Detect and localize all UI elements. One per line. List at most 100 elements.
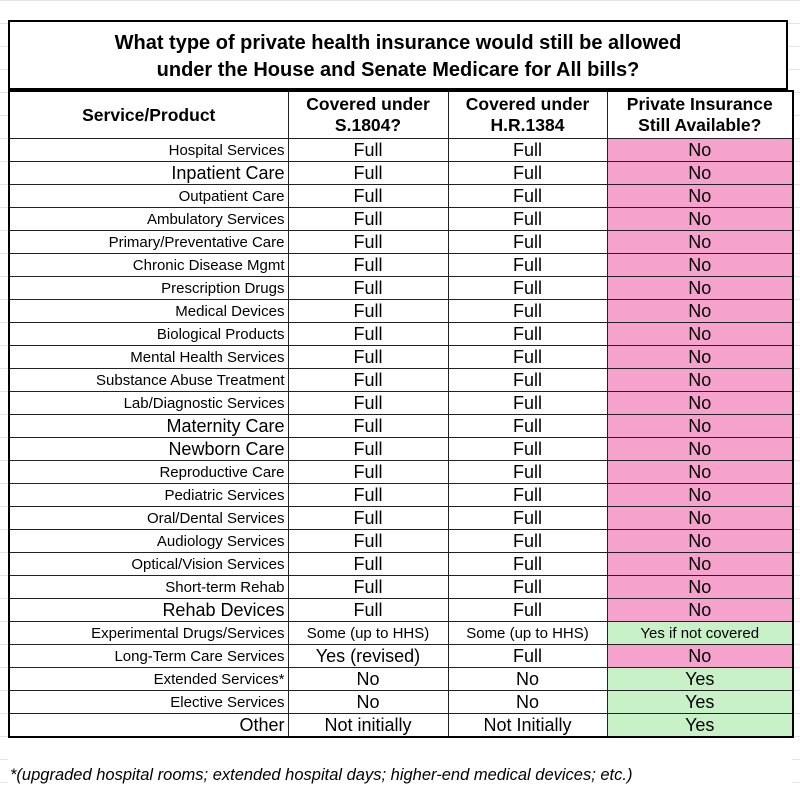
table-cell: Full: [447, 460, 608, 484]
table-cell: Full: [447, 391, 608, 415]
table-cell: Full: [447, 138, 608, 162]
table-row: Other Not initially Not Initially Yes: [8, 713, 794, 738]
table-cell: Full: [287, 230, 449, 254]
table-cell: Full: [287, 138, 449, 162]
table-cell: Full: [287, 575, 449, 599]
table-cell: Full: [447, 414, 608, 438]
table-cell: No: [606, 483, 794, 507]
table-cell: Full: [447, 529, 608, 553]
table-cell: Full: [447, 598, 608, 622]
table-cell: Yes: [606, 713, 794, 738]
table-cell: Full: [287, 391, 449, 415]
table-cell: No: [287, 690, 449, 714]
table-row: Elective Services No No Yes: [8, 690, 794, 714]
header-line: Still Available?: [638, 115, 762, 135]
title-line: under the House and Senate Medicare for …: [156, 59, 640, 81]
table-cell: Not Initially: [447, 713, 608, 738]
table-cell: Yes: [606, 690, 794, 714]
table-cell: No: [606, 253, 794, 277]
table-cell: Other: [8, 713, 289, 738]
table-cell: Full: [287, 437, 449, 461]
table-cell: Full: [287, 598, 449, 622]
table-cell: No: [606, 138, 794, 162]
table-cell: Lab/Diagnostic Services: [8, 391, 289, 415]
table-cell: No: [606, 598, 794, 622]
table-cell: No: [606, 460, 794, 484]
table-cell: Full: [287, 506, 449, 530]
header-cell: Covered under H.R.1384: [447, 90, 608, 139]
table-cell: Chronic Disease Mgmt: [8, 253, 289, 277]
table-cell: Biological Products: [8, 322, 289, 346]
table-cell: No: [606, 644, 794, 668]
footnote: *(upgraded hospital rooms; extended hosp…: [8, 758, 792, 792]
table-row: Lab/Diagnostic Services Full Full No: [8, 391, 794, 415]
table-cell: Newborn Care: [8, 437, 289, 461]
table-cell: Rehab Devices: [8, 598, 289, 622]
table-cell: No: [606, 276, 794, 300]
table-cell: Medical Devices: [8, 299, 289, 323]
table-cell: Short-term Rehab: [8, 575, 289, 599]
table-cell: No: [606, 368, 794, 392]
table-cell: Prescription Drugs: [8, 276, 289, 300]
table-cell: Full: [447, 644, 608, 668]
title-line: What type of private health insurance wo…: [114, 32, 682, 54]
table-cell: No: [606, 322, 794, 346]
table-cell: Full: [287, 184, 449, 208]
table-row: Rehab Devices Full Full No: [8, 598, 794, 622]
table-cell: Full: [287, 253, 449, 277]
table-cell: Full: [447, 253, 608, 277]
table-row: Oral/Dental Services Full Full No: [8, 506, 794, 530]
header-cell: Covered under S.1804?: [287, 90, 449, 139]
table-row: Chronic Disease Mgmt Full Full No: [8, 253, 794, 277]
header-row: Service/Product Covered under S.1804? Cover…: [8, 90, 794, 139]
table-cell: Full: [447, 230, 608, 254]
table-cell: Full: [447, 322, 608, 346]
table-cell: Full: [287, 207, 449, 231]
table-cell: Yes (revised): [287, 644, 449, 668]
table-cell: Full: [447, 276, 608, 300]
header-line: Covered under: [306, 94, 430, 114]
table-row: Prescription Drugs Full Full No: [8, 276, 794, 300]
table-cell: Full: [287, 460, 449, 484]
table-cell: Audiology Services: [8, 529, 289, 553]
table-cell: Outpatient Care: [8, 184, 289, 208]
table-cell: Full: [447, 161, 608, 185]
table-cell: Full: [287, 299, 449, 323]
table-row: Outpatient Care Full Full No: [8, 184, 794, 208]
table-cell: Inpatient Care: [8, 161, 289, 185]
table-cell: No: [606, 299, 794, 323]
table-cell: No: [287, 667, 449, 691]
table-row: Substance Abuse Treatment Full Full No: [8, 368, 794, 392]
table-cell: Hospital Services: [8, 138, 289, 162]
header-cell: Service/Product: [8, 90, 289, 139]
header-line: S.1804?: [334, 115, 402, 135]
table-row: Primary/Preventative Care Full Full No: [8, 230, 794, 254]
table-cell: No: [606, 414, 794, 438]
table-cell: Yes: [606, 667, 794, 691]
table-cell: No: [606, 161, 794, 185]
title-box: What type of private health insurance wo…: [8, 20, 788, 90]
table-cell: No: [447, 690, 608, 714]
table-cell: Full: [447, 437, 608, 461]
table-cell: Full: [447, 345, 608, 369]
table-cell: Full: [287, 483, 449, 507]
table-cell: Full: [287, 414, 449, 438]
table-cell: Yes if not covered: [606, 621, 794, 645]
header-line: Service/Product: [82, 104, 216, 125]
header-line: Private Insurance: [626, 94, 773, 114]
table-cell: No: [606, 230, 794, 254]
table-cell: No: [606, 437, 794, 461]
table-cell: Full: [287, 161, 449, 185]
table-cell: Full: [447, 207, 608, 231]
table-cell: No: [447, 667, 608, 691]
table-cell: Full: [447, 299, 608, 323]
table-cell: Not initially: [287, 713, 449, 738]
table-cell: Full: [447, 506, 608, 530]
table-cell: Optical/Vision Services: [8, 552, 289, 576]
table-cell: No: [606, 575, 794, 599]
table-row: Maternity Care Full Full No: [8, 414, 794, 438]
table-row: Medical Devices Full Full No: [8, 299, 794, 323]
table-cell: Full: [287, 368, 449, 392]
table-cell: Pediatric Services: [8, 483, 289, 507]
